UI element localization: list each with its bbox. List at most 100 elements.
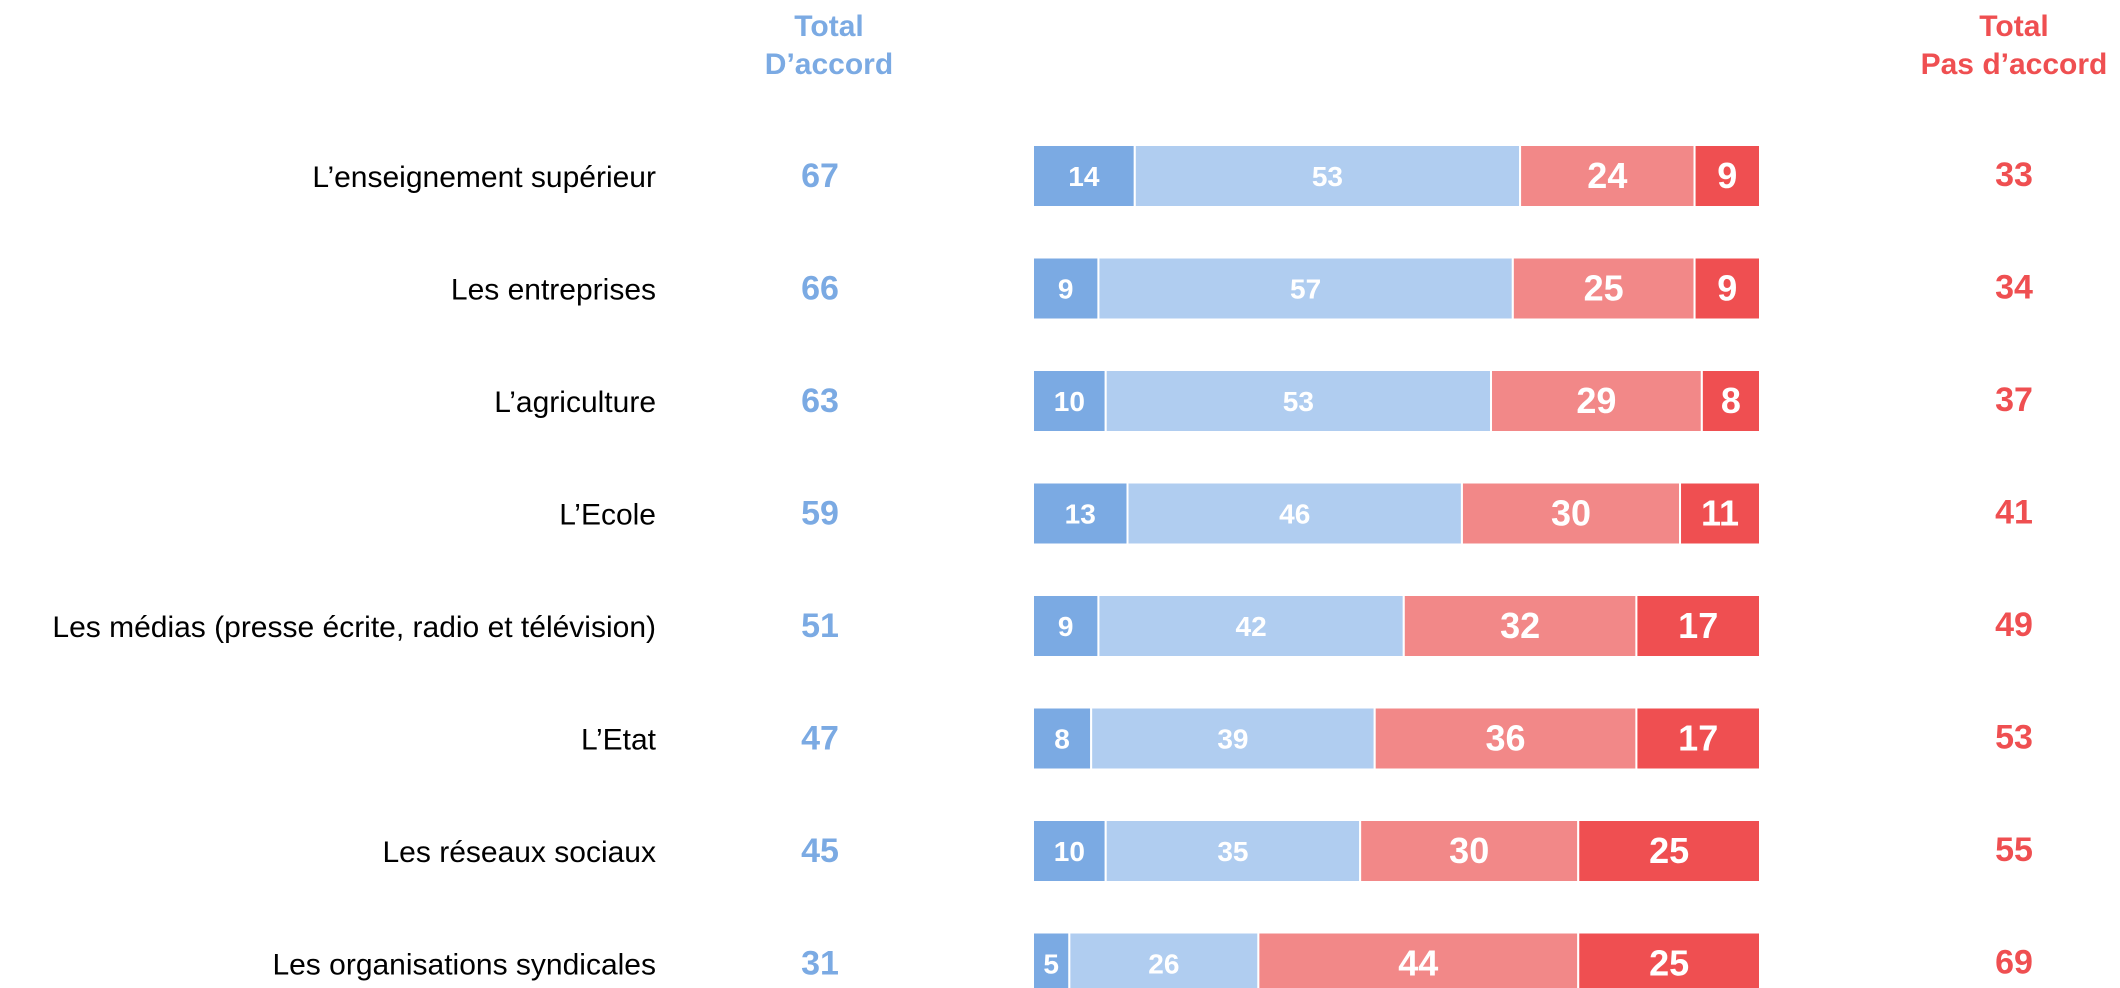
data-label-agree: 26 xyxy=(1148,949,1179,980)
bar-segment-agree xyxy=(1097,256,1514,321)
bar-segment-agree xyxy=(1068,931,1260,988)
data-label-disagree: 36 xyxy=(1486,718,1526,759)
chart-row: L’Ecole 59 13 46 30 11 41 xyxy=(559,481,2033,546)
data-label-strong-disagree: 9 xyxy=(1717,268,1737,309)
data-label-agree: 57 xyxy=(1290,274,1321,305)
bar-segment-agree xyxy=(1097,594,1405,658)
data-label-disagree: 29 xyxy=(1576,380,1616,421)
data-label-disagree: 44 xyxy=(1398,943,1438,984)
total-agree-value: 47 xyxy=(801,720,839,758)
bar-segment-strong-agree xyxy=(1032,481,1129,546)
agree-header-line2: D’accord xyxy=(765,48,893,81)
bar-segment-strong-disagree xyxy=(1635,594,1762,658)
bar-segment-strong-disagree xyxy=(1635,706,1762,771)
total-agree-value: 67 xyxy=(801,157,839,195)
data-label-strong-agree: 10 xyxy=(1054,386,1085,417)
bar-segment-disagree xyxy=(1373,706,1638,771)
data-label-disagree: 30 xyxy=(1449,830,1489,871)
data-label-agree: 42 xyxy=(1236,611,1267,642)
category-label: L’enseignement supérieur xyxy=(312,161,656,194)
data-label-disagree: 25 xyxy=(1584,268,1624,309)
data-label-strong-agree: 10 xyxy=(1054,836,1085,867)
category-label: L’Etat xyxy=(581,724,657,757)
data-label-strong-disagree: 25 xyxy=(1649,830,1689,871)
bar-segment-agree xyxy=(1126,481,1463,546)
category-label: L’Ecole xyxy=(559,499,656,532)
bar-segment-strong-disagree xyxy=(1577,931,1761,988)
data-label-disagree: 24 xyxy=(1587,155,1627,196)
bar-segment-strong-disagree xyxy=(1679,481,1762,546)
total-agree-value: 51 xyxy=(801,607,839,645)
data-label-agree: 53 xyxy=(1283,386,1314,417)
data-label-strong-agree: 14 xyxy=(1068,161,1100,192)
data-label-agree: 53 xyxy=(1312,161,1343,192)
data-label-strong-disagree: 8 xyxy=(1721,380,1741,421)
total-disagree-value: 33 xyxy=(1995,156,2033,194)
bar-segment-agree xyxy=(1104,369,1493,433)
total-agree-value: 63 xyxy=(801,382,839,420)
category-label: Les entreprises xyxy=(451,274,656,307)
bar-segment-disagree xyxy=(1257,931,1580,988)
total-agree-value: 45 xyxy=(801,832,839,870)
bar-segment-strong-agree xyxy=(1032,819,1107,883)
chart-row: L’enseignement supérieur 67 14 53 24 9 33 xyxy=(312,144,2033,208)
data-label-strong-agree: 9 xyxy=(1058,611,1074,642)
data-label-strong-disagree: 17 xyxy=(1678,605,1718,646)
bar-segment-disagree xyxy=(1519,144,1696,208)
data-label-agree: 39 xyxy=(1217,724,1248,755)
bar-segment-strong-agree xyxy=(1032,706,1093,771)
total-disagree-value: 69 xyxy=(1995,944,2033,982)
total-disagree-value: 41 xyxy=(1995,494,2033,532)
data-label-strong-disagree: 11 xyxy=(1701,493,1739,534)
bar-segment-strong-disagree xyxy=(1693,256,1761,321)
bar-segment-strong-agree xyxy=(1032,369,1107,433)
data-label-strong-disagree: 9 xyxy=(1717,155,1737,196)
data-label-disagree: 30 xyxy=(1551,493,1591,534)
bar-segment-strong-disagree xyxy=(1700,369,1761,433)
chart-row: L’Etat 47 8 39 36 17 53 xyxy=(581,706,2033,771)
bar-segment-strong-disagree xyxy=(1577,819,1761,883)
disagree-header: Total Pas d’accord xyxy=(1921,10,2108,81)
bar-segment-disagree xyxy=(1359,819,1580,883)
total-disagree-value: 34 xyxy=(1995,269,2033,307)
bar-segment-strong-agree xyxy=(1032,256,1100,321)
data-label-agree: 35 xyxy=(1217,836,1248,867)
data-label-strong-agree: 9 xyxy=(1058,274,1074,305)
chart-row: Les médias (presse écrite, radio et télé… xyxy=(52,594,2033,658)
agree-header-line1: Total xyxy=(794,10,863,43)
chart-row: Les réseaux sociaux 45 10 35 30 25 55 xyxy=(383,819,2033,883)
data-label-strong-disagree: 17 xyxy=(1678,718,1718,759)
bar-segment-disagree xyxy=(1402,594,1638,658)
disagree-header-line2: Pas d’accord xyxy=(1921,48,2108,81)
category-label: L’agriculture xyxy=(494,386,656,419)
total-disagree-value: 49 xyxy=(1995,606,2033,644)
chart-row: L’agriculture 63 10 53 29 8 37 xyxy=(494,369,2033,433)
data-label-disagree: 32 xyxy=(1500,605,1540,646)
agree-header: Total D’accord xyxy=(765,10,893,81)
chart-row: Les organisations syndicales 31 5 26 44 25 69 xyxy=(272,931,2033,988)
total-agree-value: 59 xyxy=(801,495,839,533)
data-label-strong-agree: 5 xyxy=(1043,949,1059,980)
data-label-strong-disagree: 25 xyxy=(1649,943,1689,984)
total-agree-value: 31 xyxy=(801,945,839,983)
bar-segment-strong-agree xyxy=(1032,594,1100,658)
bar-segment-disagree xyxy=(1511,256,1696,321)
data-label-strong-agree: 8 xyxy=(1054,724,1070,755)
bar-segment-agree xyxy=(1133,144,1522,208)
total-disagree-value: 53 xyxy=(1995,719,2033,757)
disagree-header-line1: Total xyxy=(1979,10,2048,43)
bar-segment-agree xyxy=(1090,706,1376,771)
chart-row: Les entreprises 66 9 57 25 9 34 xyxy=(451,256,2033,321)
category-label: Les médias (presse écrite, radio et télé… xyxy=(52,611,656,644)
bar-segment-strong-disagree xyxy=(1693,144,1761,208)
category-label: Les organisations syndicales xyxy=(272,949,656,982)
data-label-agree: 46 xyxy=(1279,499,1310,530)
bar-segment-strong-agree xyxy=(1032,144,1136,208)
total-disagree-value: 55 xyxy=(1995,831,2033,869)
data-label-strong-agree: 13 xyxy=(1065,499,1096,530)
total-agree-value: 66 xyxy=(801,270,839,308)
category-label: Les réseaux sociaux xyxy=(383,836,657,869)
total-disagree-value: 37 xyxy=(1995,381,2033,419)
